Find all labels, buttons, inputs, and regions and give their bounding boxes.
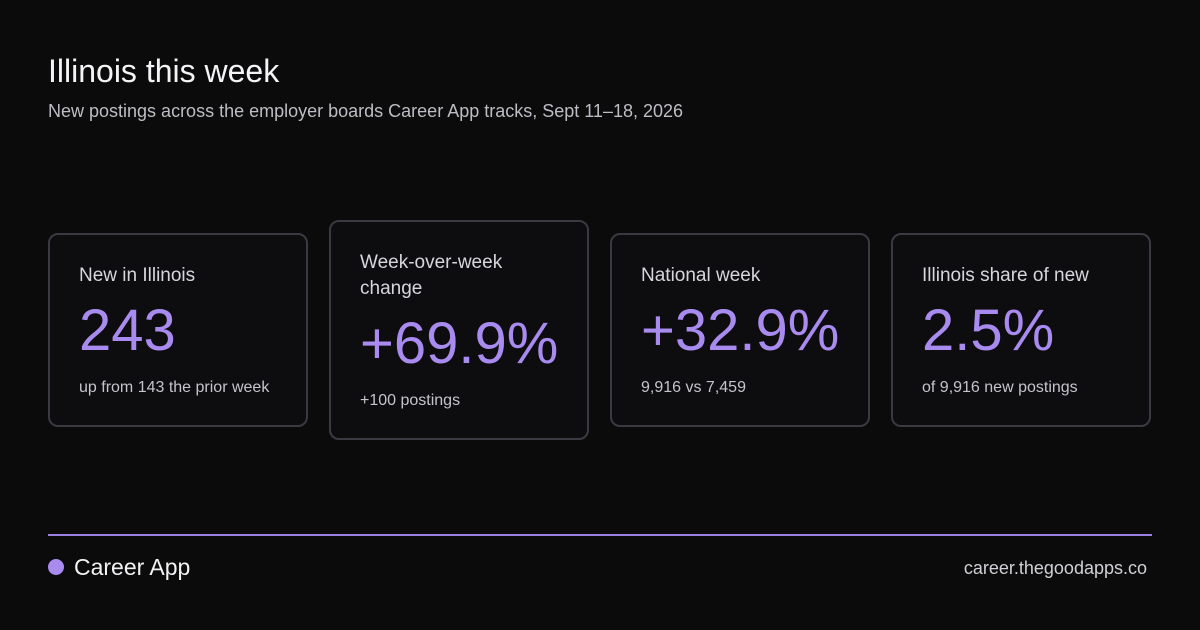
stat-card-label: National week — [641, 265, 761, 286]
brand-name: Career App — [74, 554, 191, 580]
stat-card-label: New in Illinois — [79, 265, 196, 286]
stat-card-note: up from 143 the prior week — [79, 379, 270, 396]
stat-card-illinois-share: Illinois share of new 2.5% of 9,916 new … — [891, 233, 1151, 427]
stat-card-note: +100 postings — [360, 392, 461, 409]
page-subtitle: New postings across the employer boards … — [48, 101, 684, 121]
stat-card-value: 2.5% — [922, 298, 1055, 363]
stat-card-note: 9,916 vs 7,459 — [641, 379, 746, 396]
brand: Career App — [48, 553, 190, 581]
stat-card-new-in-illinois: New in Illinois 243 up from 143 the prio… — [48, 233, 308, 427]
stat-card-value: +69.9% — [360, 311, 559, 376]
site-url: career.thegoodapps.co — [963, 558, 1147, 578]
stat-cards: New in Illinois 243 up from 143 the prio… — [48, 215, 1152, 445]
page-title: Illinois this week — [48, 53, 280, 89]
stat-card-label: Illinois share of new — [922, 265, 1089, 286]
brand-dot-icon — [48, 559, 64, 575]
footer-divider — [48, 534, 1152, 536]
stat-card-value: +32.9% — [641, 298, 840, 363]
stat-card-value: 243 — [79, 298, 176, 363]
stat-card-week-over-week: Week-over-week change +69.9% +100 postin… — [329, 220, 589, 440]
stat-card-national-week: National week +32.9% 9,916 vs 7,459 — [610, 233, 870, 427]
stat-card-label: Week-over-week change — [360, 252, 503, 299]
stat-card-note: of 9,916 new postings — [922, 379, 1078, 396]
